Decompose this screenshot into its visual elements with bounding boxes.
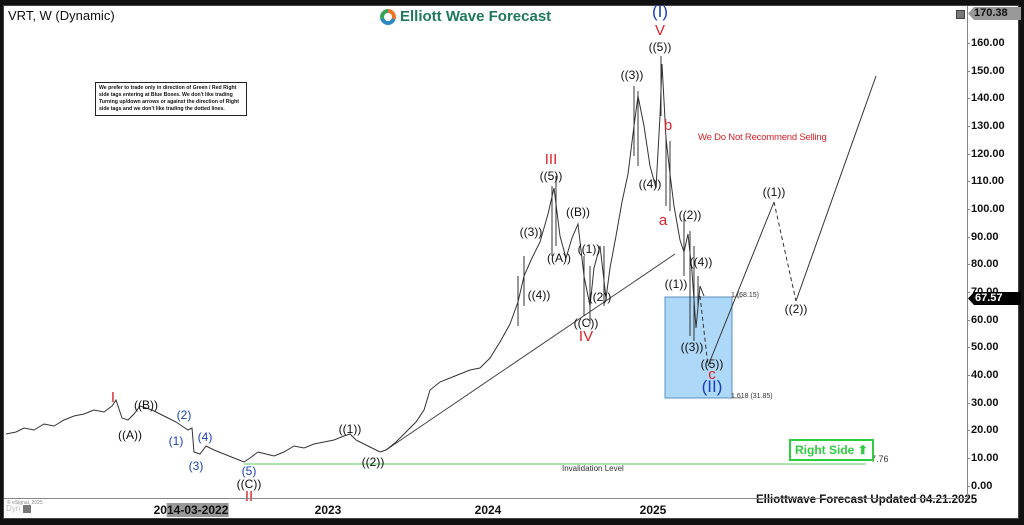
invalidation-label: Invalidation Level (562, 464, 624, 473)
price-tick: 100.00 (967, 203, 1005, 215)
projection-leg-2 (773, 201, 797, 302)
no-sell-note: We Do Not Recommend Selling (698, 132, 827, 143)
wave-label-4: (4) (197, 430, 213, 444)
wave-label-B-IV: ((B)) (566, 205, 590, 219)
time-label-cursor: 2014-03-2022 (154, 503, 229, 517)
price-tick: 140.00 (967, 92, 1005, 104)
wave-label-p5-c: ((5)) (700, 357, 724, 371)
projection-label-p1: ((1)) (762, 185, 786, 199)
wave-label-a: a (658, 212, 668, 229)
time-label-2024: 2024 (474, 503, 502, 517)
wave-label-II: II (244, 488, 254, 505)
copyright: © eSignal, 2025 (7, 500, 43, 506)
time-label-2025: 2025 (639, 503, 667, 517)
disclaimer-box: We prefer to trade only in direction of … (95, 82, 247, 116)
fib-100-label: 1 (68.15) (731, 292, 760, 299)
wave-label-C-IV: ((C)) (573, 316, 599, 330)
projection-label-p2: ((2)) (784, 302, 808, 316)
cursor-date: 14-03-2022 (166, 503, 229, 517)
price-tick: 80.00 (967, 258, 999, 270)
wave-label-C: ((C)) (236, 477, 262, 491)
right-side-label: Right Side (795, 443, 855, 457)
price-tick: 40.00 (967, 369, 999, 381)
wave-label-p1-c: ((1)) (664, 277, 688, 291)
wave-label-p2-IV: ((2)) (588, 290, 612, 304)
trendline (385, 253, 676, 451)
logo-icon (380, 8, 396, 25)
wave-label-IV: IV (578, 328, 594, 345)
updated-note: Elliottwave Forecast Updated 04.21.2025 (756, 494, 978, 506)
price-tick: 120.00 (967, 148, 1005, 160)
wave-label-p3-c: ((3)) (680, 340, 704, 354)
brand-name: Elliott Wave Forecast (400, 8, 552, 25)
time-axis[interactable]: Dyn 2014-03-2022 2023 2024 2025 (4, 498, 967, 520)
price-tick: 20.00 (967, 424, 999, 436)
price-tick: 130.00 (967, 120, 1005, 132)
wave-label-p4-III: ((4)) (527, 288, 551, 302)
price-tick: 60.00 (967, 314, 999, 326)
wave-label-p4-V: ((4)) (638, 177, 662, 191)
time-label-prefix: 20 (153, 503, 167, 517)
brand-logo: Elliott Wave Forecast (380, 8, 551, 25)
price-tick: 50.00 (967, 341, 999, 353)
price-tick: 150.00 (967, 65, 1005, 77)
price-tick: 0.00 (966, 480, 993, 492)
wave-label-3: (3) (188, 459, 204, 473)
wave-label-2: (2) (176, 408, 192, 422)
wave-label-5: (5) (241, 464, 257, 478)
wave-label-p3-V: ((3)) (620, 68, 644, 82)
chart-plot-area[interactable]: VRT, W (Dynamic) Elliott Wave Forecast W… (4, 2, 977, 506)
wave-label-A-IV: ((A)) (547, 251, 571, 265)
right-side-tag: Right Side ⬆ (789, 439, 874, 461)
wave-label-c: c (708, 366, 716, 383)
wave-label-1: (1) (168, 434, 184, 448)
wave-label-p2-c: ((2)) (678, 208, 702, 222)
chart-title: VRT, W (Dynamic) (8, 8, 115, 23)
chart-window: VRT, W (Dynamic) Elliott Wave Forecast W… (3, 2, 1021, 520)
price-tick: 90.00 (967, 231, 999, 243)
wave-label-p3-III: ((3)) (519, 225, 543, 239)
wave-label-p2-2023: ((2)) (361, 455, 385, 469)
wave-label-p1-IV: ((1)) (577, 242, 601, 256)
price-bars (5, 63, 705, 463)
projection-dashed-c (699, 295, 709, 367)
price-axis[interactable]: 170.38 160.00 150.00 140.00 130.00 120.0… (966, 6, 1021, 498)
wave-label-p5-V: ((5)) (648, 40, 672, 54)
fib-1618-label: 1.618 (31.85) (731, 393, 773, 400)
wave-label-B: ((B)) (134, 398, 158, 412)
dyn-icon (23, 504, 32, 513)
blue-box-zone (664, 296, 733, 399)
wave-label-b: b (663, 117, 673, 134)
wave-label-p5-III: ((5)) (539, 169, 563, 183)
projection-leg-1 (707, 201, 775, 367)
price-chart-svg (5, 56, 877, 465)
arrow-up-icon: ⬆ (857, 443, 868, 457)
price-tick: 10.00 (967, 452, 999, 464)
price-bar-ticks (517, 56, 699, 341)
wave-label-p4-c: ((4)) (689, 255, 713, 269)
price-tick: 30.00 (967, 397, 999, 409)
wave-label-cycle-I: (I) (651, 2, 669, 21)
wave-label-V: V (654, 22, 666, 39)
window-toggle-icon[interactable] (956, 10, 965, 19)
current-price-tag: 67.57 (968, 292, 1021, 305)
wave-label-A: ((A)) (118, 428, 142, 442)
price-tick: 160.00 (967, 37, 1005, 49)
wave-label-p1-2023: ((1)) (338, 422, 362, 436)
high-price-tag: 170.38 (968, 7, 1021, 20)
projection-leg-3 (795, 75, 877, 302)
dyn-label: Dyn (6, 504, 21, 513)
wave-label-cycle-II: (II) (701, 377, 723, 396)
dyn-toggle[interactable]: Dyn (6, 504, 32, 513)
invalidation-value: 7.76 (871, 454, 889, 464)
time-label-2023: 2023 (314, 503, 342, 517)
wave-label-I: I (110, 389, 116, 406)
wave-label-III: III (544, 151, 558, 168)
price-tick: 110.00 (966, 175, 1005, 187)
